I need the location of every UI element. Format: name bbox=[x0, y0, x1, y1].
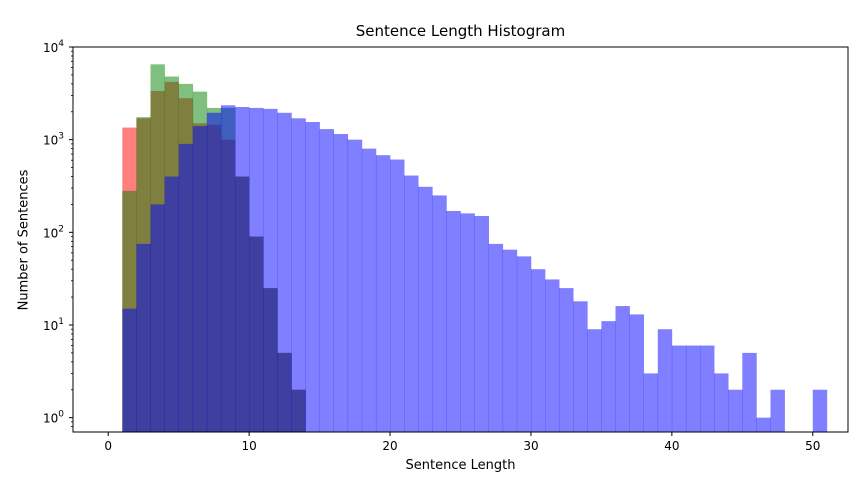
series-3-bar bbox=[728, 389, 743, 432]
series-3-bar bbox=[502, 249, 518, 432]
x-tick-label: 50 bbox=[805, 439, 820, 453]
series-3-bar bbox=[291, 118, 306, 432]
series-3-bar bbox=[742, 352, 757, 432]
y-tick-label-exponent: 1 bbox=[58, 317, 64, 327]
series-3-bar bbox=[150, 204, 165, 432]
y-tick-label-exponent: 0 bbox=[58, 410, 64, 420]
y-tick-label-base: 10 bbox=[43, 412, 58, 426]
series-3-bar bbox=[122, 308, 137, 432]
y-axis-label-text: Number of Sentences bbox=[16, 169, 32, 311]
series-3-bar bbox=[235, 107, 250, 432]
series-3-bar bbox=[530, 269, 546, 432]
series-3-bar bbox=[263, 108, 278, 433]
x-tick-label: 30 bbox=[523, 439, 538, 453]
series-3-bar bbox=[418, 186, 433, 432]
series-3-bar bbox=[192, 126, 208, 433]
x-axis-label: Sentence Length bbox=[405, 458, 516, 473]
series-3-bar bbox=[164, 176, 179, 432]
series-3-bar bbox=[559, 288, 574, 432]
series-3-bar bbox=[277, 112, 292, 432]
series-3-bar bbox=[756, 417, 771, 432]
series-3-bar bbox=[488, 243, 504, 432]
y-tick-label-base: 10 bbox=[43, 134, 58, 148]
series-3-bar bbox=[545, 279, 560, 432]
y-tick-label-base: 10 bbox=[43, 319, 58, 333]
series-3-bar bbox=[714, 373, 729, 432]
series-3-bar bbox=[319, 129, 334, 432]
series-3-bar bbox=[460, 213, 475, 432]
series-3-bar bbox=[615, 306, 630, 432]
series-3-bar bbox=[375, 155, 391, 432]
x-axis-ticks: 0 10 20 30 40 50 bbox=[104, 432, 820, 453]
series-3-bar bbox=[573, 301, 588, 432]
chart-title: Sentence Length Histogram bbox=[355, 22, 566, 40]
y-tick-label-exponent: 2 bbox=[58, 224, 64, 234]
series-3-bar bbox=[770, 389, 785, 432]
y-tick-label-exponent: 4 bbox=[58, 39, 64, 49]
series-3-bar bbox=[178, 143, 194, 432]
y-tick-label-base: 10 bbox=[43, 226, 58, 240]
x-tick-label: 20 bbox=[382, 439, 397, 453]
series-3-bar bbox=[305, 122, 320, 432]
series-3-bar bbox=[249, 107, 264, 433]
series-3-bar bbox=[516, 256, 532, 432]
x-tick-label: 10 bbox=[241, 439, 256, 453]
series-3-bar bbox=[474, 216, 489, 432]
x-tick-label: 0 bbox=[104, 439, 112, 453]
y-tick-label-base: 10 bbox=[43, 41, 58, 55]
series-3-bar bbox=[657, 329, 673, 432]
series-3-bar bbox=[812, 389, 828, 432]
series-3-bar bbox=[587, 329, 602, 432]
series-3-bar bbox=[685, 345, 701, 432]
series-3-bar bbox=[206, 112, 222, 432]
y-tick-label: 104 bbox=[43, 39, 64, 55]
y-tick-label-exponent: 3 bbox=[58, 132, 64, 142]
series-3-bar bbox=[136, 243, 151, 432]
series-3-bar bbox=[390, 159, 405, 433]
series-3-bar bbox=[404, 175, 419, 433]
series-3-bar bbox=[333, 134, 349, 433]
y-tick-label: 101 bbox=[43, 317, 64, 333]
series-3-bar bbox=[432, 195, 447, 432]
series-3-bar bbox=[700, 345, 715, 432]
series-3-bar bbox=[347, 139, 363, 432]
series-3-bar bbox=[361, 148, 377, 432]
y-tick-label: 102 bbox=[43, 224, 64, 240]
bars-layer bbox=[122, 64, 828, 433]
series-3-bar bbox=[629, 314, 644, 432]
series-3-bar bbox=[220, 105, 236, 432]
series-3-bar bbox=[671, 345, 687, 432]
x-tick-label: 40 bbox=[664, 439, 679, 453]
series-3-bar bbox=[446, 210, 461, 432]
series-3-bar bbox=[643, 373, 659, 432]
y-tick-label: 103 bbox=[43, 132, 64, 148]
plot-frame bbox=[72, 46, 849, 433]
y-tick-label: 100 bbox=[43, 410, 64, 426]
series-3-bar bbox=[601, 321, 616, 432]
